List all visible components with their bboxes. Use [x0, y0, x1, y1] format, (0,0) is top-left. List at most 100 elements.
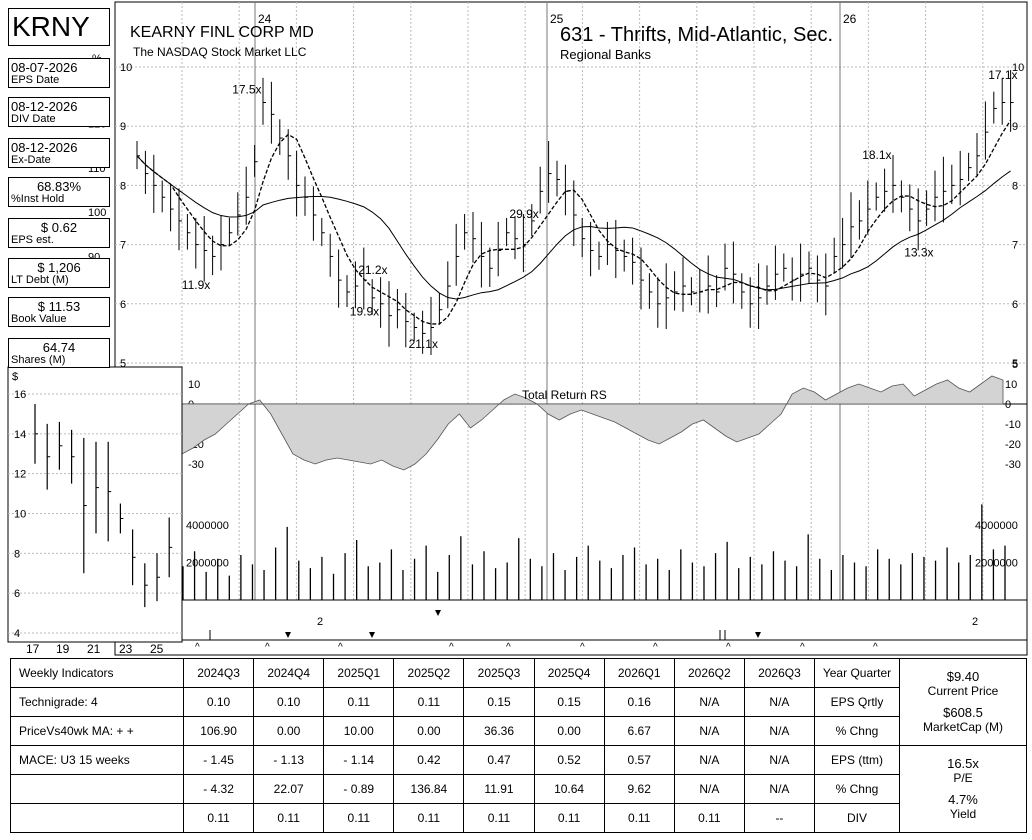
table-row: 0.11 0.11 0.11 0.11 0.11 0.11 0.11 0.11 …	[10, 803, 1027, 833]
info-box-value: 08-07-2026	[11, 60, 78, 75]
info-box-label: %Inst Hold	[11, 193, 65, 205]
table-cell: 0.00	[253, 716, 325, 746]
yield-label: Yield	[949, 807, 977, 821]
table-header-row: Weekly Indicators 2024Q3 2024Q4 2025Q1 2…	[10, 658, 1027, 746]
table-row: PriceVs40wk MA: + + 106.90 0.00 10.00 0.…	[10, 716, 1027, 746]
info-box-value: $ 0.62	[40, 220, 78, 235]
table-cell: 0.11	[533, 803, 605, 833]
percent-tick-label: 100	[88, 207, 106, 219]
chart-canvas: 55667788991010%7080901001101201302425261…	[7, 1, 1028, 656]
table-cell: N/A	[673, 745, 745, 775]
earnings-up-arrow	[755, 632, 761, 638]
price-tick-label-left: 7	[120, 240, 126, 252]
info-box-value: $ 11.53	[37, 299, 81, 314]
rs-tick-label-left: -30	[188, 459, 204, 471]
table-cell: 36.36	[463, 716, 535, 746]
market-cap: $608.5	[943, 705, 983, 720]
row-label: MACE: U3 15 weeks	[10, 745, 184, 775]
col-header: 2026Q2	[673, 658, 745, 688]
long-term-tick-label: 6	[14, 588, 20, 600]
pe-annotation: 13.3x	[904, 245, 933, 259]
table-cell: 0.00	[393, 716, 465, 746]
info-box: 64.74 Shares (M)	[8, 338, 110, 368]
volume-tick-label-left: 4000000	[186, 520, 229, 532]
info-box: 08-12-2026 Ex-Date	[8, 138, 110, 168]
table-cell: 22.07	[253, 774, 325, 804]
ticker-symbol: KRNY	[8, 8, 110, 46]
price-tick-label-left: 10	[120, 62, 132, 74]
table-cell: N/A	[743, 774, 816, 804]
col-header: 2024Q3	[182, 658, 255, 688]
pe-annotation: 11.9x	[182, 278, 210, 292]
pe-annotation: 18.1x	[862, 148, 891, 162]
price-tick-label-right: 9	[1012, 121, 1018, 133]
moving-average-long	[136, 155, 1011, 300]
col-header: 2025Q3	[463, 658, 535, 688]
industry-group: 631 - Thrifts, Mid-Atlantic, Sec.	[560, 24, 834, 46]
price-marketcap-cell: $9.40 Current Price $608.5 MarketCap (M)	[899, 658, 1027, 746]
split-marker: 2	[317, 616, 323, 628]
long-term-panel	[7, 366, 183, 643]
dividend-marker: ^	[506, 642, 511, 653]
dividend-marker: ^	[726, 642, 731, 653]
table-cell: 0.10	[253, 687, 325, 717]
table-cell: 0.52	[533, 745, 605, 775]
col-header: 2024Q4	[253, 658, 325, 688]
table-cell: 9.62	[603, 774, 675, 804]
table-cell: - 1.45	[182, 745, 255, 775]
year-label: 24	[258, 12, 272, 26]
long-term-tick-label: 14	[14, 429, 26, 441]
year-label: 26	[843, 12, 857, 26]
dividend-marker: ^	[338, 642, 343, 653]
current-price: $9.40	[946, 669, 980, 684]
table-cell: 0.57	[603, 745, 675, 775]
table-row: MACE: U3 15 weeks - 1.45 - 1.13 - 1.14 0…	[10, 745, 1027, 833]
company-name: KEARNY FINL CORP MD	[130, 24, 314, 41]
price-tick-label-right: 7	[1012, 240, 1018, 252]
long-term-tick-label: 12	[14, 469, 26, 481]
pe-ratio: 16.5x	[947, 756, 979, 771]
split-marker: 2	[972, 616, 978, 628]
table-cell: 0.11	[393, 687, 465, 717]
rs-title: Total Return RS	[522, 388, 607, 402]
info-box-value: 08-12-2026	[11, 140, 78, 155]
info-box: 08-07-2026 EPS Date	[8, 58, 110, 88]
table-cell: 10.00	[323, 716, 395, 746]
volume-tick-label-right: 4000000	[975, 520, 1018, 532]
rs-tick-label-right: 10	[1005, 379, 1017, 391]
dividend-marker: ^	[449, 642, 454, 653]
year-quarter-header: Year Quarter	[814, 658, 900, 688]
dividend-marker: ^	[195, 642, 200, 653]
long-term-tick-label: 10	[14, 509, 26, 521]
dividend-marker: ^	[580, 642, 585, 653]
pe-annotation: 17.1x	[988, 68, 1017, 82]
info-box-value: 08-12-2026	[11, 99, 78, 114]
pe-yield-cell: 16.5x P/E 4.7% Yield	[899, 745, 1027, 833]
table-cell: N/A	[743, 716, 816, 746]
table-cell: - 0.89	[323, 774, 395, 804]
info-box: $ 0.62 EPS est.	[8, 218, 110, 248]
rs-tick-label-right: -10	[1005, 419, 1021, 431]
volume-tick-label-right: 2000000	[975, 558, 1018, 570]
table-cell: 0.11	[323, 803, 395, 833]
info-box: 68.83% %Inst Hold	[8, 177, 110, 207]
earnings-up-arrow	[369, 632, 375, 638]
earnings-down-arrow	[435, 610, 441, 616]
pe-label: P/E	[953, 771, 973, 785]
table-cell: 10.64	[533, 774, 605, 804]
pe-annotation: 21.1x	[409, 337, 438, 351]
info-box: 08-12-2026 DIV Date	[8, 97, 110, 127]
dividend-marker: ^	[653, 642, 658, 653]
table-row: - 4.32 22.07 - 0.89 136.84 11.91 10.64 9…	[10, 774, 1027, 804]
earnings-up-arrow	[285, 632, 291, 638]
info-box-value: 68.83%	[36, 179, 82, 194]
year-label: 25	[550, 12, 564, 26]
col-header: 2025Q1	[323, 658, 395, 688]
pe-annotation: 29.9x	[509, 207, 538, 221]
table-cell: 106.90	[182, 716, 255, 746]
long-term-year-label: 25	[150, 642, 164, 656]
long-term-tick-label: 4	[14, 628, 20, 640]
price-tick-label-right: 5	[1012, 359, 1018, 371]
price-tick-label-right: 5	[1012, 358, 1018, 370]
sector-name: Regional Banks	[560, 47, 652, 62]
